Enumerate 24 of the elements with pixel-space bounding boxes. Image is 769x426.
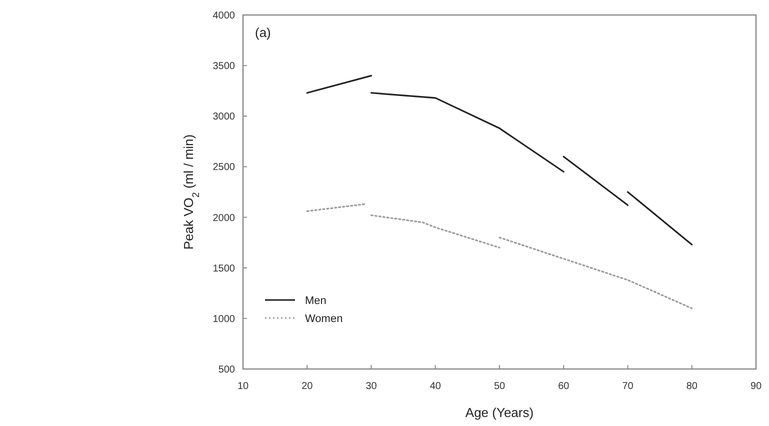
y-tick-label: 2500	[212, 162, 236, 174]
y-tick-label: 2000	[212, 212, 236, 224]
x-tick-label: 90	[750, 381, 762, 392]
y-tick-label: 1500	[212, 263, 236, 274]
x-tick-label: 20	[302, 381, 314, 392]
x-tick-label: 30	[366, 381, 378, 392]
line-series	[498, 236, 693, 310]
x-tick-label: 70	[622, 381, 634, 392]
line-series	[370, 214, 500, 248]
x-tick-label: 60	[558, 381, 570, 392]
annotation: (a)	[255, 25, 271, 40]
y-tick-label: 500	[218, 364, 236, 376]
legend-label: Men	[305, 295, 326, 307]
x-tick-label: 50	[494, 381, 506, 392]
x-axis-title: Age (Years)	[465, 405, 534, 420]
y-tick-label: 3500	[212, 61, 236, 72]
x-tick-label: 80	[686, 381, 698, 392]
line-series	[370, 92, 564, 173]
y-tick-label: 1000	[212, 314, 236, 325]
x-tick-label: 10	[237, 381, 249, 392]
y-tick-label: 4000	[212, 10, 236, 22]
y-tick-label: 3000	[212, 112, 236, 123]
legend-label: Women	[305, 313, 343, 325]
x-tick-label: 40	[430, 381, 442, 392]
